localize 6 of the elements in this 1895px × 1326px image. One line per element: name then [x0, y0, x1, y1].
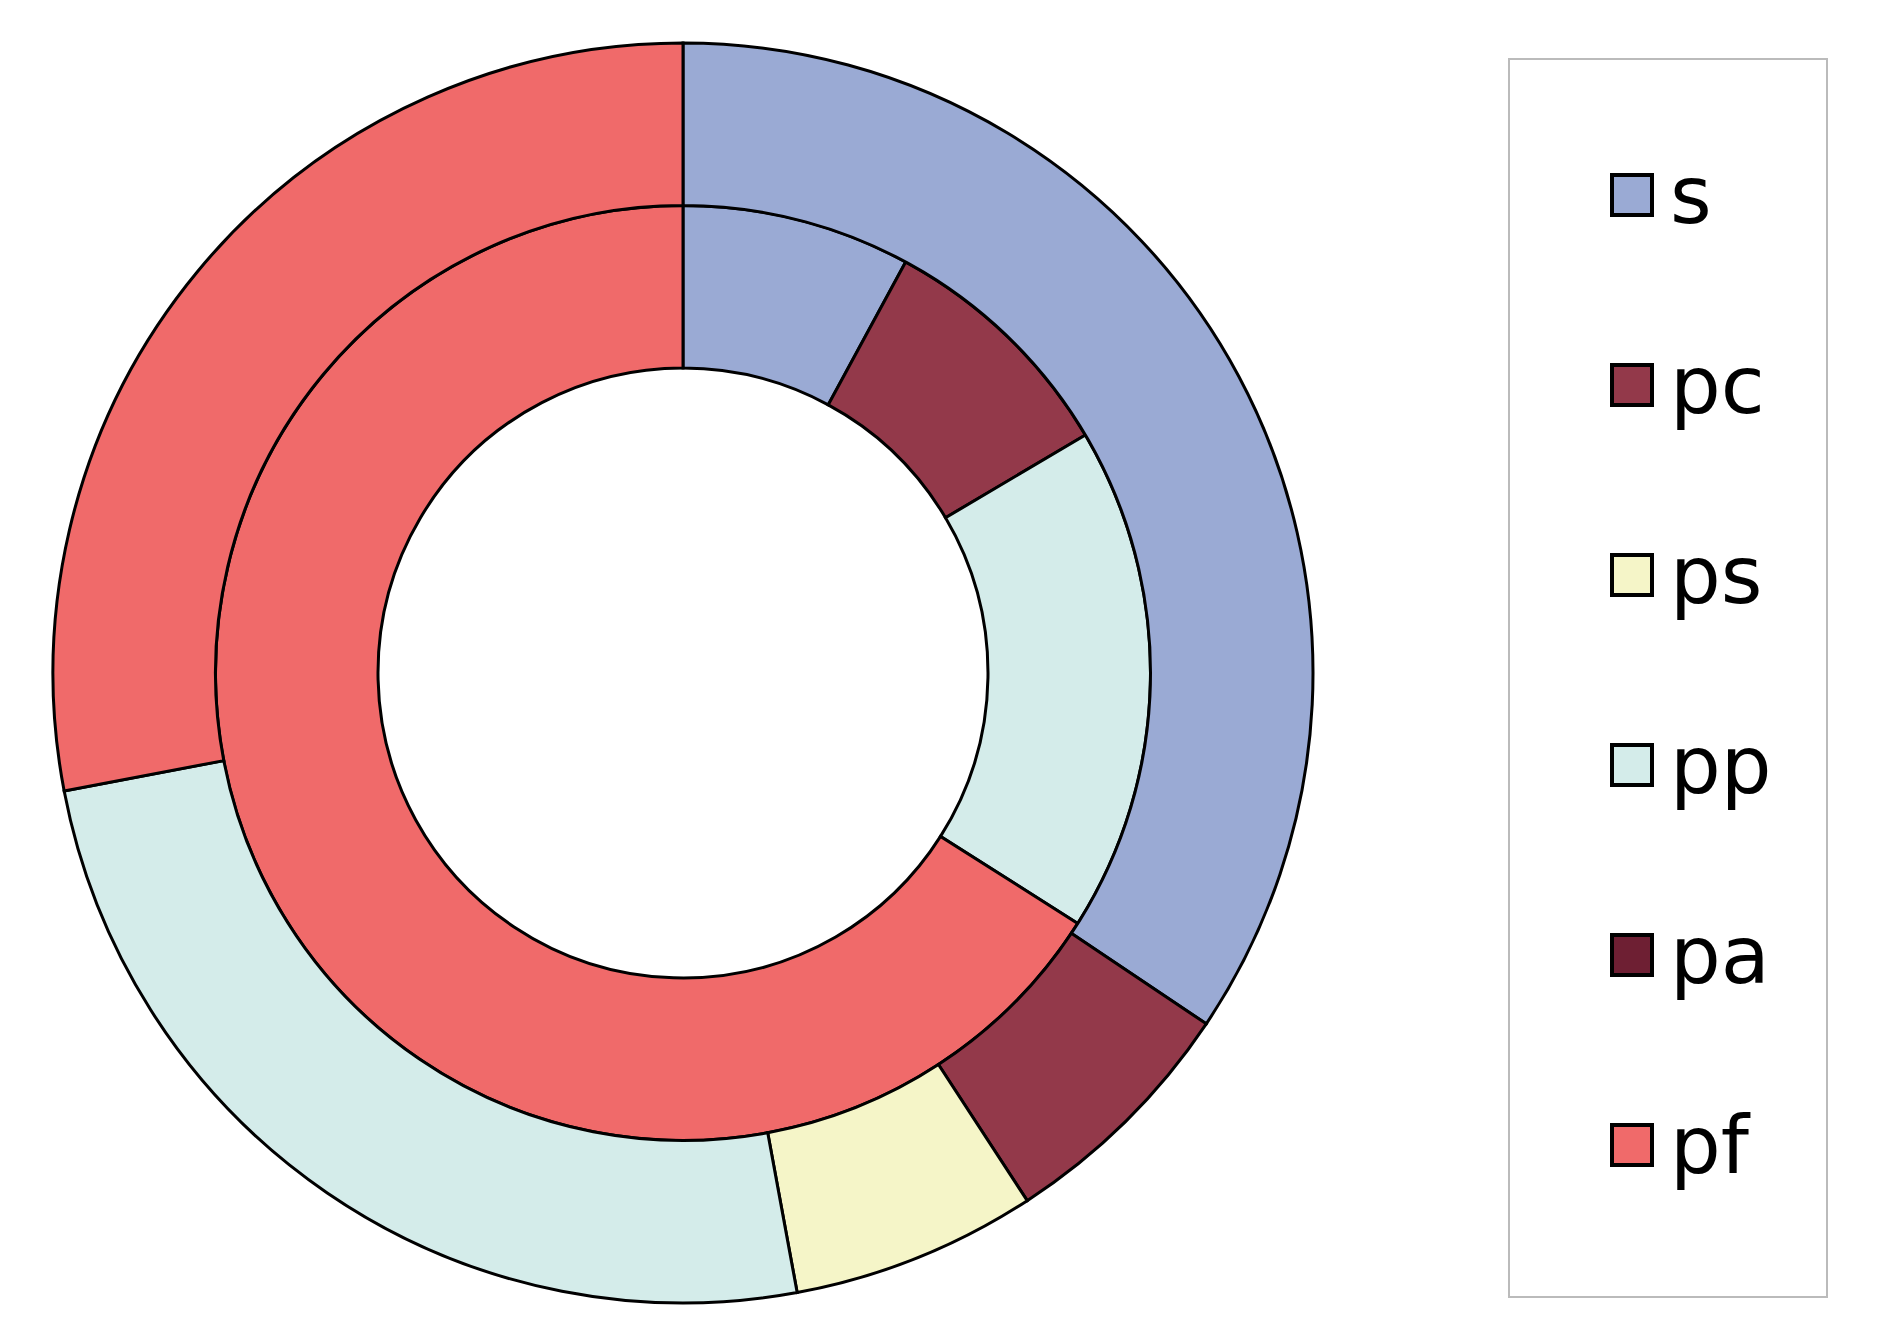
legend-label: pp: [1670, 718, 1772, 812]
legend-label: ps: [1670, 528, 1763, 622]
legend-label: pa: [1670, 908, 1770, 1002]
legend-label: pc: [1670, 338, 1765, 432]
legend-label: pf: [1670, 1098, 1749, 1192]
legend-label: s: [1670, 148, 1712, 242]
